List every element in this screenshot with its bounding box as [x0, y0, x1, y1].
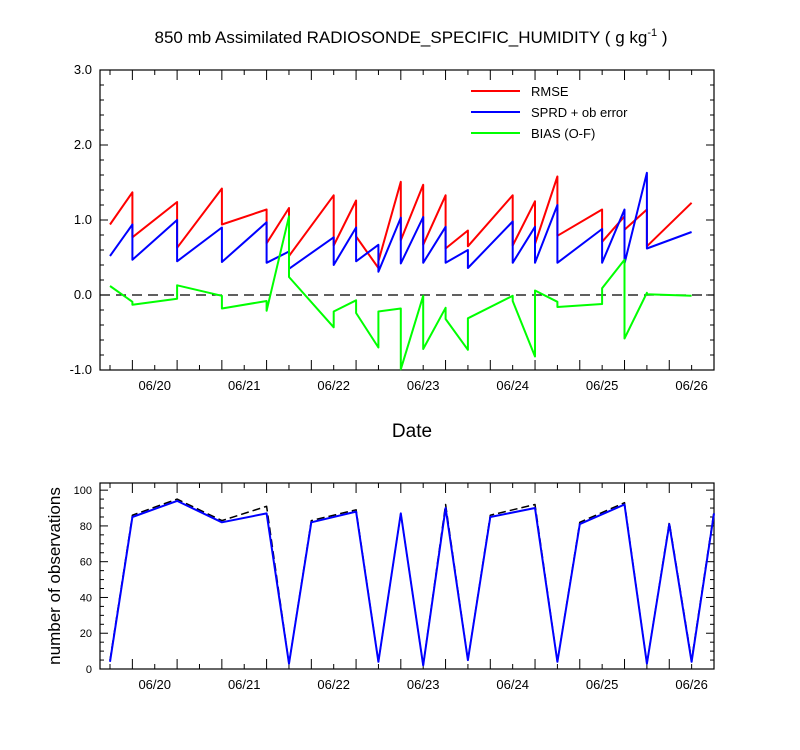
- bottom-y-tick-label: 60: [80, 557, 92, 569]
- bottom-x-tick-label: 06/25: [586, 677, 619, 692]
- top-x-tick-label: 06/21: [228, 378, 261, 393]
- x-axis-label: Date: [392, 421, 432, 442]
- top-y-tick-label: 0.0: [74, 287, 92, 302]
- bottom-y-tick-label: 0: [86, 664, 92, 676]
- bottom-x-tick-label: 06/20: [138, 677, 171, 692]
- title-main: 850 mb Assimilated RADIOSONDE_SPECIFIC_H…: [155, 28, 648, 47]
- bottom-y-tick-label: 40: [80, 592, 92, 604]
- top-x-tick-label: 06/26: [675, 378, 708, 393]
- top-x-tick-label: 06/22: [317, 378, 350, 393]
- bottom-x-tick-label: 06/24: [496, 677, 529, 692]
- title-end: ): [657, 28, 667, 47]
- top-x-tick-label: 06/23: [407, 378, 440, 393]
- top-y-tick-label: 1.0: [74, 212, 92, 227]
- top-panel: -1.0 0.0 1.0 2.0 3.0 06/20 06/21 06/22 06/23 06/2…: [70, 62, 715, 393]
- legend-label: BIAS (O-F): [531, 126, 595, 141]
- legend-label: RMSE: [531, 84, 569, 99]
- bottom-y-tick-label: 80: [80, 521, 92, 533]
- top-series-sprd-ob-error-line: [109, 171, 692, 273]
- top-y-tick-label: -1.0: [70, 362, 92, 377]
- bottom-x-tick-label: 06/21: [228, 677, 261, 692]
- top-series-bias-o-f--line: [109, 215, 692, 371]
- top-series-rmse-line: [109, 175, 693, 269]
- bottom-y-tick-label: 100: [74, 485, 92, 497]
- top-x-tick-label: 06/24: [496, 378, 529, 393]
- bottom-panel: 0 20 40 60 80 100 06/20 06/21 06/22 06/23 06/24 06/…: [74, 482, 715, 692]
- top-x-tick-label: 06/20: [138, 378, 171, 393]
- top-x-tick-label: 06/25: [586, 378, 619, 393]
- bottom-x-tick-label: 06/22: [317, 677, 350, 692]
- y-axis-label: number of observations: [45, 487, 64, 665]
- bottom-series-1-line: [109, 499, 715, 667]
- title-superscript: -1: [647, 27, 657, 39]
- bottom-y-tick-label: 20: [80, 628, 92, 640]
- bottom-series-0-line: [109, 498, 715, 667]
- bottom-x-tick-label: 06/23: [407, 677, 440, 692]
- top-y-tick-label: 2.0: [74, 137, 92, 152]
- chart-title: 850 mb Assimilated RADIOSONDE_SPECIFIC_H…: [155, 27, 668, 47]
- top-y-tick-label: 3.0: [74, 62, 92, 77]
- bottom-x-tick-label: 06/26: [675, 677, 708, 692]
- bottom-plot-frame: [99, 482, 715, 670]
- legend-label: SPRD + ob error: [531, 105, 628, 120]
